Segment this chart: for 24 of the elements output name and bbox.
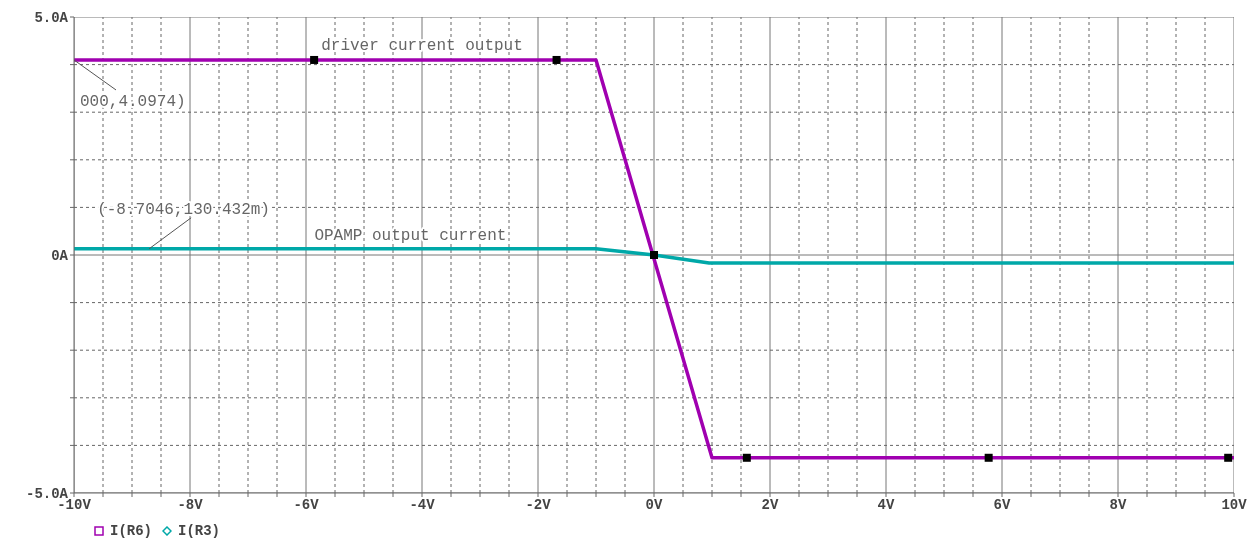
annotation: 000,4.0974) [80, 92, 186, 111]
x-tick-label: -4V [409, 496, 436, 513]
legend-label: I(R6) [110, 523, 153, 539]
x-tick-label: 4V [877, 496, 895, 513]
annotation: driver current output [321, 36, 523, 55]
x-tick-label: 2V [761, 496, 779, 513]
annotation: OPAMP output current [314, 226, 507, 245]
x-tick-label: -2V [525, 496, 552, 513]
x-tick-label: 8V [1109, 496, 1127, 513]
point [1224, 453, 1233, 462]
x-tick-label: 0V [645, 496, 663, 513]
point [310, 55, 319, 64]
point [552, 55, 561, 64]
x-tick-label: -8V [177, 496, 204, 513]
x-tick-label: 6V [993, 496, 1011, 513]
y-tick-label: 5.0A [34, 9, 69, 26]
point [984, 453, 993, 462]
annotation: (-8.7046,130.432m) [97, 200, 270, 219]
y-tick-label: 0A [51, 247, 69, 264]
point [650, 251, 658, 259]
legend-label: I(R3) [178, 523, 221, 539]
x-tick-label: 10V [1221, 496, 1248, 513]
x-tick-label: -6V [293, 496, 320, 513]
point [742, 453, 751, 462]
